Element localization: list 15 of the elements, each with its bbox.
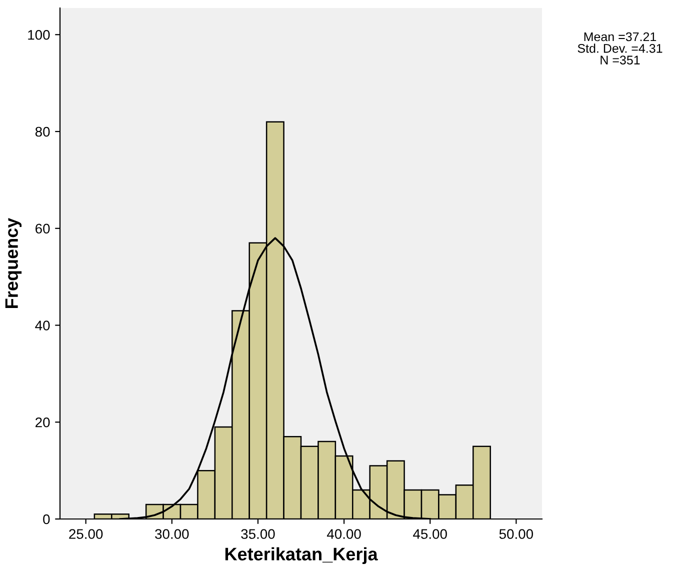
- x-tick-label: 35.00: [241, 529, 275, 539]
- x-tick-label: 40.00: [326, 529, 361, 539]
- x-tick-label: 45.00: [413, 529, 447, 539]
- x-axis-title: Keterikatan_Kerja: [225, 547, 378, 564]
- y-axis-title: Frequency: [5, 218, 22, 308]
- y-tick-label: 20: [36, 417, 50, 428]
- y-tick-label: 0: [43, 514, 50, 524]
- x-tick-label: 25.00: [69, 529, 103, 539]
- x-tick-label: 50.00: [499, 529, 534, 539]
- y-tick-label: 40: [35, 320, 50, 330]
- x-tick-label: 30.00: [155, 529, 189, 539]
- text: Mean =37.21 Std. Dev. =4.31 N =351: [578, 32, 662, 64]
- y-tick-label: 80: [35, 126, 50, 137]
- y-tick-label: 60: [36, 224, 50, 234]
- y-tick-label: 100: [28, 30, 50, 40]
